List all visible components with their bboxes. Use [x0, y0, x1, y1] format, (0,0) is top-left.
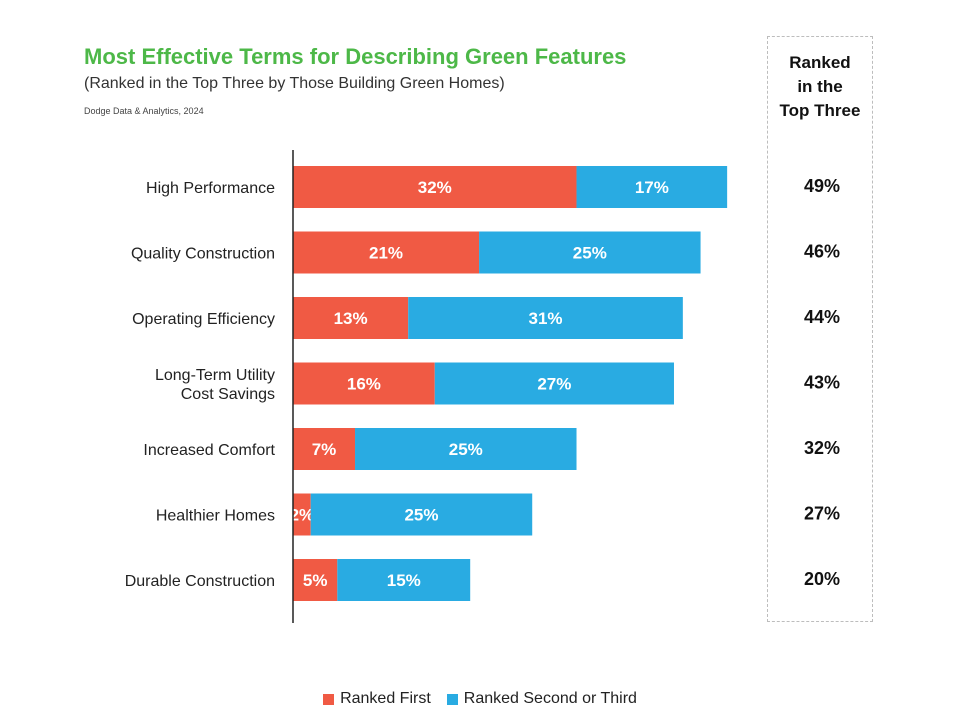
bar-value-label: 25%: [404, 506, 438, 525]
bar-segment-ranked-first: [293, 231, 480, 274]
legend-label-ranked-first: Ranked First: [340, 690, 431, 707]
bar-segment-ranked-second-or-third: [355, 428, 577, 470]
bar-value-label: 15%: [387, 571, 421, 590]
bar-segment-ranked-first: [293, 166, 577, 208]
bar-value-label: 17%: [635, 178, 669, 197]
bar-value-label: 5%: [303, 571, 328, 590]
total-value-label: 32%: [804, 438, 840, 458]
bar-value-label: 13%: [334, 309, 368, 328]
category-label: Durable Construction: [125, 573, 275, 590]
bar-value-label: 7%: [312, 440, 337, 459]
total-value-label: 43%: [804, 373, 840, 393]
bar-segment-ranked-first: [293, 493, 311, 536]
bar-segment-ranked-first: [293, 559, 338, 601]
bar-segment-ranked-second-or-third: [576, 166, 728, 208]
chart-source: Dodge Data & Analytics, 2024: [84, 106, 204, 116]
bar-segment-ranked-second-or-third: [408, 297, 683, 339]
legend-swatch-ranked-first: [323, 693, 335, 705]
total-value-label: 46%: [804, 242, 840, 262]
legend-item-ranked-first: Ranked First: [323, 690, 431, 708]
bar-segment-ranked-second-or-third: [337, 559, 471, 601]
bar-segment-ranked-first: [293, 297, 409, 339]
bar-segment-ranked-first: [293, 362, 435, 405]
chart-legend: Ranked First Ranked Second or Third: [0, 690, 960, 708]
bar-value-label: 31%: [528, 309, 562, 328]
bar-segment-ranked-first: [293, 428, 356, 470]
total-value-label: 44%: [804, 307, 840, 327]
bar-value-label: 2%: [290, 506, 315, 525]
total-value-label: 20%: [804, 569, 840, 589]
legend-swatch-ranked-second-or-third: [446, 693, 458, 705]
total-value-label: 27%: [804, 504, 840, 524]
category-label: Healthier Homes: [156, 508, 275, 525]
legend-item-ranked-second-or-third: Ranked Second or Third: [446, 690, 637, 708]
bar-value-label: 21%: [369, 244, 403, 263]
category-label: Long-Term Utility Cost Savings: [155, 367, 275, 403]
bar-segment-ranked-second-or-third: [434, 362, 674, 405]
bar-value-label: 27%: [537, 375, 571, 394]
category-label: Operating Efficiency: [132, 311, 275, 328]
bar-segment-ranked-second-or-third: [310, 493, 533, 536]
totals-panel: Ranked in the Top Three: [767, 36, 873, 622]
legend-label-ranked-second-or-third: Ranked Second or Third: [463, 690, 637, 707]
category-label: Increased Comfort: [143, 442, 275, 459]
bar-value-label: 32%: [418, 178, 452, 197]
bar-value-label: 25%: [449, 440, 483, 459]
category-label: Quality Construction: [131, 246, 275, 263]
chart-title: Most Effective Terms for Describing Gree…: [84, 44, 627, 69]
totals-header: Ranked in the Top Three: [779, 53, 861, 120]
chart-subtitle: (Ranked in the Top Three by Those Buildi…: [84, 75, 505, 92]
total-value-label: 49%: [804, 176, 840, 196]
category-label: High Performance: [146, 180, 275, 197]
bar-value-label: 16%: [347, 375, 381, 394]
bar-segment-ranked-second-or-third: [479, 231, 701, 274]
bar-value-label: 25%: [573, 244, 607, 263]
